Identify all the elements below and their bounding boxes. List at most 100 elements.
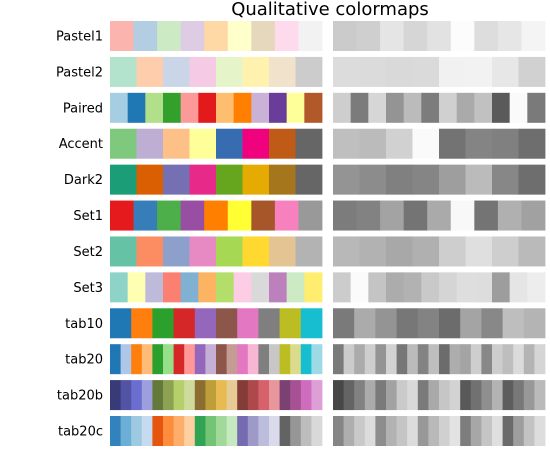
swatch-tab20b-10 xyxy=(216,380,227,411)
swatch-set1-4 xyxy=(204,200,229,231)
swatch-tab20-16 xyxy=(279,344,291,375)
gray-swatch-accent-3 xyxy=(412,128,440,159)
swatch-accent-6 xyxy=(269,128,296,159)
gray-swatch-set1-7 xyxy=(497,200,522,231)
gray-swatch-accent-0 xyxy=(333,128,360,159)
swatch-dark2-6 xyxy=(269,164,296,195)
swatch-tab20c-18 xyxy=(300,416,312,446)
gray-swatch-tab20-11 xyxy=(449,344,461,375)
gray-swatch-dark2-7 xyxy=(518,164,546,195)
gray-swatch-tab20-18 xyxy=(523,344,535,375)
gray-swatch-tab20c-0 xyxy=(333,416,344,446)
swatch-tab20b-4 xyxy=(152,380,164,411)
gray-swatch-tab10-3 xyxy=(396,308,419,339)
gray-swatch-paired-0 xyxy=(333,92,352,123)
swatch-tab20c-9 xyxy=(205,416,217,446)
gray-swatch-tab20b-12 xyxy=(460,380,472,411)
swatch-dark2-4 xyxy=(216,164,243,195)
swatch-tab20c-8 xyxy=(194,416,206,446)
swatch-paired-9 xyxy=(269,92,288,123)
gray-swatch-tab10-8 xyxy=(502,308,525,339)
swatch-tab20-8 xyxy=(194,344,206,375)
swatch-tab20-19 xyxy=(311,344,323,375)
gray-swatch-pastel1-7 xyxy=(497,21,522,51)
gray-swatch-tab10-1 xyxy=(354,308,376,339)
gray-swatch-tab20b-8 xyxy=(417,380,429,411)
gray-swatch-tab20c-9 xyxy=(428,416,440,446)
gray-swatch-tab20-3 xyxy=(364,344,376,375)
gray-swatch-tab10-9 xyxy=(523,308,546,339)
swatch-pastel2-3 xyxy=(189,56,217,87)
gray-swatch-accent-4 xyxy=(439,128,466,159)
gray-swatch-dark2-4 xyxy=(439,164,466,195)
gray-swatch-set1-0 xyxy=(333,200,357,231)
chart-title: Qualitative colormaps xyxy=(231,0,429,20)
swatch-accent-1 xyxy=(136,128,164,159)
swatch-tab20-15 xyxy=(269,344,280,375)
gray-swatch-set3-4 xyxy=(403,272,422,303)
gray-swatch-set1-3 xyxy=(403,200,428,231)
gray-swatch-tab20c-15 xyxy=(492,416,503,446)
swatch-tab20-17 xyxy=(290,344,302,375)
gray-swatch-pastel1-3 xyxy=(403,21,428,51)
swatch-tab20-11 xyxy=(226,344,238,375)
gray-swatch-tab20c-4 xyxy=(375,416,387,446)
gray-swatch-accent-2 xyxy=(386,128,413,159)
swatch-paired-11 xyxy=(304,92,323,123)
swatch-dark2-1 xyxy=(136,164,164,195)
swatch-paired-7 xyxy=(233,92,252,123)
swatch-set1-2 xyxy=(157,200,182,231)
gray-swatch-paired-5 xyxy=(421,92,440,123)
swatch-set2-3 xyxy=(189,236,217,267)
gray-swatch-paired-8 xyxy=(474,92,493,123)
gray-swatch-pastel2-4 xyxy=(439,56,466,87)
swatch-set3-11 xyxy=(304,272,323,303)
swatch-pastel2-2 xyxy=(163,56,190,87)
gray-swatch-tab10-4 xyxy=(417,308,440,339)
gray-swatch-tab20c-11 xyxy=(449,416,461,446)
colormap-label-paired: Paired xyxy=(63,101,103,116)
swatch-pastel1-5 xyxy=(227,21,252,51)
swatch-accent-3 xyxy=(189,128,217,159)
swatch-paired-2 xyxy=(145,92,164,123)
gray-swatch-pastel2-6 xyxy=(492,56,519,87)
swatch-tab20b-9 xyxy=(205,380,217,411)
gray-swatch-set2-5 xyxy=(465,236,493,267)
swatch-paired-1 xyxy=(127,92,146,123)
swatch-tab20-1 xyxy=(120,344,132,375)
gray-swatch-dark2-3 xyxy=(412,164,440,195)
gray-swatch-tab20b-10 xyxy=(439,380,450,411)
swatch-tab20c-0 xyxy=(110,416,121,446)
colormap-label-tab20b: tab20b xyxy=(57,389,103,404)
swatch-tab20c-10 xyxy=(216,416,227,446)
swatch-accent-7 xyxy=(295,128,323,159)
gray-swatch-tab20-0 xyxy=(333,344,344,375)
gray-swatch-tab20-9 xyxy=(428,344,440,375)
gray-swatch-pastel1-8 xyxy=(521,21,546,51)
swatch-tab20-4 xyxy=(152,344,164,375)
colormap-label-accent: Accent xyxy=(59,137,103,152)
gray-swatch-set1-6 xyxy=(474,200,499,231)
gray-swatch-tab20c-7 xyxy=(407,416,419,446)
gray-swatch-set1-4 xyxy=(427,200,452,231)
colormap-label-set3: Set3 xyxy=(73,281,103,296)
swatch-tab10-2 xyxy=(152,308,174,339)
gray-swatch-set3-11 xyxy=(527,272,546,303)
swatch-pastel1-4 xyxy=(204,21,229,51)
swatch-tab20-18 xyxy=(300,344,312,375)
gray-swatch-set2-3 xyxy=(412,236,440,267)
gray-swatch-set3-7 xyxy=(456,272,475,303)
swatch-tab20c-13 xyxy=(247,416,259,446)
swatch-set2-0 xyxy=(110,236,137,267)
gray-swatch-tab20c-10 xyxy=(439,416,450,446)
gray-swatch-tab20c-12 xyxy=(460,416,472,446)
swatch-tab20c-11 xyxy=(226,416,238,446)
swatch-pastel1-8 xyxy=(298,21,323,51)
swatch-pastel2-5 xyxy=(242,56,270,87)
colormap-label-pastel2: Pastel2 xyxy=(56,65,103,80)
gray-swatch-set3-6 xyxy=(439,272,458,303)
swatch-set3-0 xyxy=(110,272,129,303)
gray-swatch-set2-2 xyxy=(386,236,413,267)
swatch-set3-2 xyxy=(145,272,164,303)
swatch-tab20b-5 xyxy=(163,380,174,411)
